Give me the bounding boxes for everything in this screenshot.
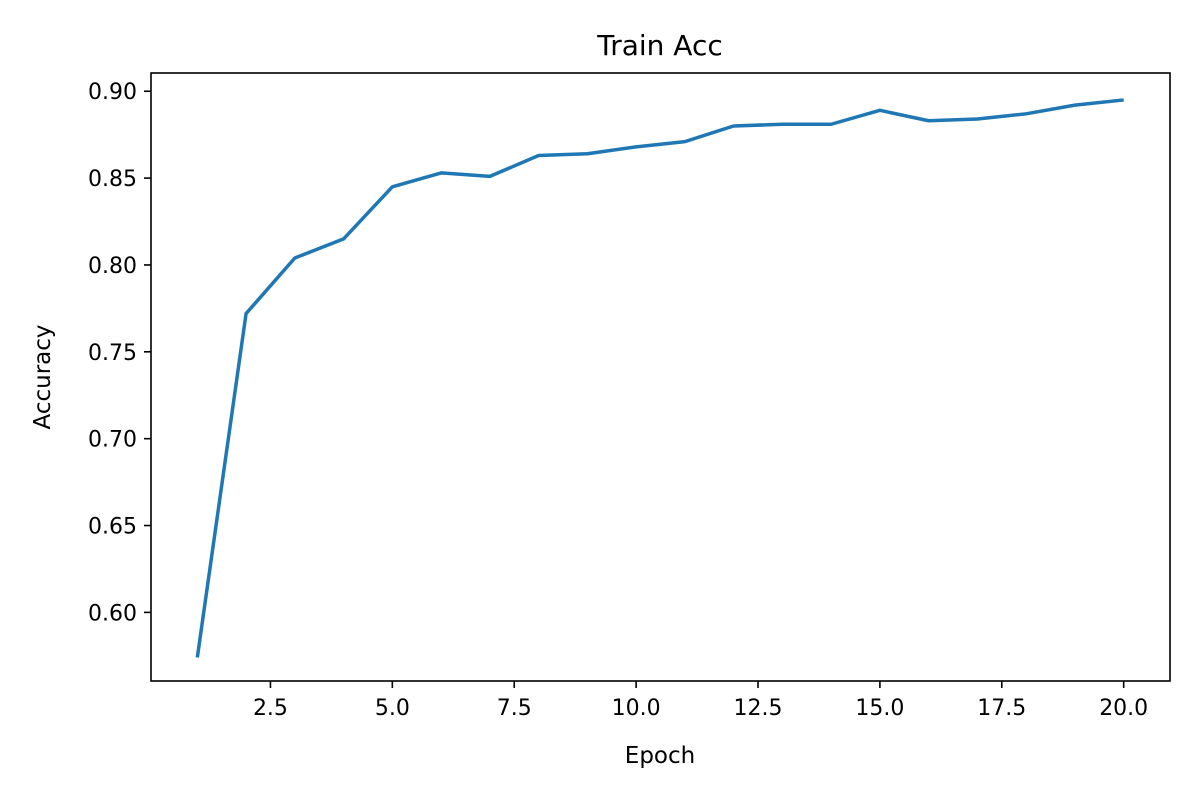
chart-title: Train Acc (596, 29, 723, 62)
plot-area-frame (150, 72, 1171, 682)
data-point (244, 312, 248, 316)
data-point (634, 145, 638, 149)
data-point (829, 122, 833, 126)
x-tick-label: 10.0 (612, 696, 661, 721)
x-axis-label: Epoch (625, 743, 695, 769)
data-point (1073, 103, 1077, 107)
data-point (293, 256, 297, 260)
data-point (927, 119, 931, 123)
series-layer (195, 98, 1126, 660)
x-tick-label: 12.5 (734, 696, 783, 721)
x-axis-ticks: 2.5 5.0 7.5 10.0 12.5 15.0 17.5 20.0 (253, 681, 1148, 721)
y-axis-ticks: 0.60 0.65 0.70 0.75 0.80 0.85 0.90 (88, 80, 151, 626)
data-point (537, 154, 541, 158)
data-point (780, 122, 784, 126)
y-tick-label: 0.70 (88, 428, 137, 453)
y-tick-label: 0.90 (88, 80, 137, 105)
data-point (342, 237, 346, 241)
x-tick-label: 20.0 (1099, 696, 1148, 721)
data-point (683, 140, 687, 144)
x-tick-label: 15.0 (855, 696, 904, 721)
data-point (1122, 98, 1126, 102)
data-point (488, 174, 492, 178)
data-point (390, 185, 394, 189)
data-point (585, 152, 589, 156)
y-axis-label: Accuracy (30, 324, 56, 429)
data-point (975, 117, 979, 121)
x-tick-label: 7.5 (497, 696, 532, 721)
data-point (878, 108, 882, 112)
y-tick-label: 0.75 (88, 341, 137, 366)
data-point (732, 124, 736, 128)
data-point (439, 171, 443, 175)
data-point (1024, 112, 1028, 116)
x-tick-label: 5.0 (375, 696, 410, 721)
data-point (195, 656, 199, 660)
x-tick-label: 17.5 (977, 696, 1026, 721)
y-tick-label: 0.85 (88, 167, 137, 192)
series-line-train-acc (195, 98, 1124, 658)
y-tick-label: 0.80 (88, 254, 137, 279)
x-tick-label: 2.5 (253, 696, 288, 721)
y-tick-label: 0.60 (88, 601, 137, 626)
y-tick-label: 0.65 (88, 515, 137, 540)
